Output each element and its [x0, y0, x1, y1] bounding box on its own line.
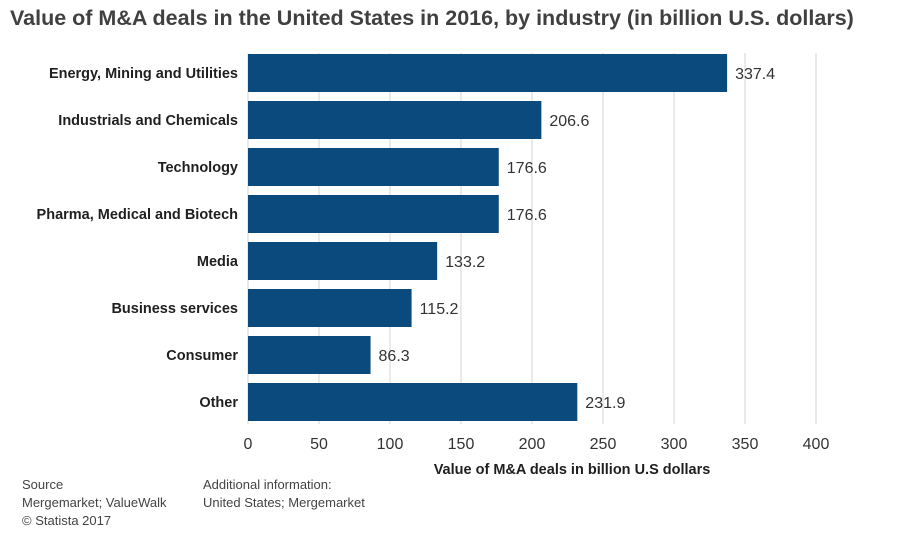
category-label: Other — [199, 395, 238, 411]
bar — [248, 101, 542, 139]
category-label: Business services — [111, 301, 238, 317]
x-tick-label: 100 — [377, 436, 404, 453]
bar — [248, 242, 438, 280]
category-label: Energy, Mining and Utilities — [49, 66, 238, 82]
copyright-text: © Statista 2017 — [22, 513, 112, 528]
bar — [248, 148, 499, 186]
category-label: Industrials and Chemicals — [58, 113, 238, 129]
value-label: 86.3 — [379, 348, 410, 365]
bar — [248, 336, 371, 374]
x-tick-label: 400 — [803, 436, 830, 453]
category-label: Consumer — [166, 348, 238, 364]
bar — [248, 383, 578, 421]
value-label: 206.6 — [549, 113, 589, 130]
additional-info-text: United States; Mergemarket — [203, 495, 365, 510]
bar — [248, 289, 412, 327]
x-tick-label: 0 — [244, 436, 253, 453]
x-tick-label: 200 — [519, 436, 546, 453]
x-tick-label: 50 — [310, 436, 328, 453]
x-tick-label: 150 — [448, 436, 475, 453]
category-label: Media — [197, 254, 239, 270]
value-label: 337.4 — [735, 66, 775, 83]
source-block: Source Mergemarket; ValueWalk © Statista… — [22, 476, 167, 530]
chart-title: Value of M&A deals in the United States … — [10, 6, 854, 30]
source-heading: Source — [22, 477, 64, 492]
category-label: Pharma, Medical and Biotech — [37, 207, 238, 223]
value-label: 231.9 — [585, 395, 625, 412]
x-tick-label: 300 — [661, 436, 688, 453]
bar — [248, 195, 499, 233]
additional-info-heading: Additional information: — [203, 477, 332, 492]
category-label: Technology — [158, 160, 238, 176]
x-tick-label: 350 — [732, 436, 759, 453]
x-axis-title: Value of M&A deals in billion U.S dollar… — [434, 462, 711, 478]
value-label: 176.6 — [507, 207, 547, 224]
bar — [248, 54, 728, 92]
x-tick-label: 250 — [590, 436, 617, 453]
value-label: 176.6 — [507, 160, 547, 177]
value-label: 115.2 — [420, 301, 459, 318]
value-label: 133.2 — [445, 254, 485, 271]
source-text: Mergemarket; ValueWalk — [22, 495, 167, 510]
additional-info-block: Additional information: United States; M… — [203, 476, 365, 512]
